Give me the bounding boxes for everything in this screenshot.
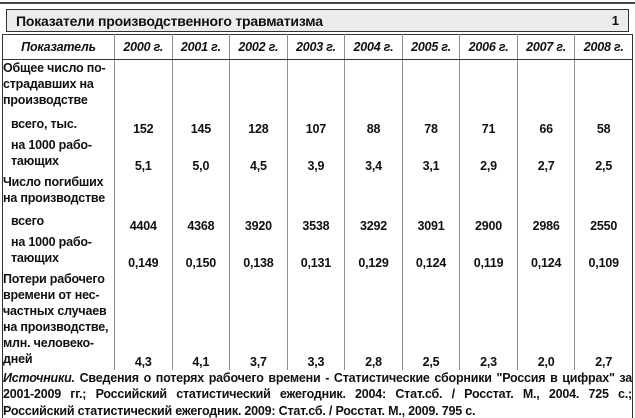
cell-value: 2,5 xyxy=(574,136,633,174)
cell-value: 2,9 xyxy=(459,136,518,174)
cell-value: 3,7 xyxy=(229,270,288,370)
column-header-year-2007: 2007 г. xyxy=(516,34,575,60)
cell-empty xyxy=(574,59,633,110)
cell-value: 4,3 xyxy=(114,270,173,370)
cell-empty xyxy=(229,173,288,207)
row-label: Число погибших на производстве xyxy=(3,174,105,205)
table-title-bar: Показатели производственного травматизма… xyxy=(6,9,629,32)
cell-value: 5,1 xyxy=(114,136,173,174)
cell-value: 3920 xyxy=(229,206,288,234)
cell-value: 3,9 xyxy=(286,136,345,174)
row-label: Общее число по- страдавших на производст… xyxy=(3,61,106,107)
table-row-injured-per-1000: на 1000 рабо- тающих 5,1 5,0 4,5 3,9 3,4… xyxy=(3,136,633,174)
row-label: всего, тыс. xyxy=(11,116,77,131)
column-header-year-2005: 2005 г. xyxy=(401,34,460,60)
table-row-injured-total: всего, тыс. 152 145 128 107 88 78 71 66 … xyxy=(3,109,633,137)
table-row-deaths-group: Число погибших на производстве xyxy=(3,173,633,207)
cell-value: 0,109 xyxy=(574,233,633,271)
page-top-border xyxy=(0,2,635,4)
cell-value: 3,3 xyxy=(286,270,345,370)
column-header-year-2003: 2003 г. xyxy=(286,34,345,60)
cell-value: 2986 xyxy=(516,206,575,234)
cell-value: 4,5 xyxy=(229,136,288,174)
column-header-year-2008: 2008 г. xyxy=(574,34,633,60)
cell-value: 0,124 xyxy=(516,233,575,271)
cell-value: 152 xyxy=(114,109,173,137)
cell-value: 5,0 xyxy=(171,136,230,174)
sources-text: Сведения о потерях рабочего времени - Ст… xyxy=(3,370,632,418)
cell-value: 2,5 xyxy=(401,270,460,370)
cell-empty xyxy=(286,173,345,207)
cell-empty xyxy=(459,173,518,207)
cell-empty xyxy=(286,59,345,110)
sources-note: Источники. Сведения о потерях рабочего в… xyxy=(3,370,633,418)
cell-value: 0,131 xyxy=(286,233,345,271)
table-row-lost-worktime: Потери рабочего времени от нес- частных … xyxy=(3,270,633,370)
column-header-year-2006: 2006 г. xyxy=(459,34,518,60)
cell-empty xyxy=(171,173,230,207)
cell-empty xyxy=(344,173,403,207)
cell-empty xyxy=(459,59,518,110)
cell-empty xyxy=(574,173,633,207)
cell-empty xyxy=(114,59,173,110)
cell-value: 2550 xyxy=(574,206,633,234)
cell-value: 2,7 xyxy=(574,270,633,370)
cell-empty xyxy=(344,59,403,110)
cell-empty xyxy=(171,59,230,110)
table-title: Показатели производственного травматизма xyxy=(16,12,323,29)
cell-empty xyxy=(229,59,288,110)
page-number: 1 xyxy=(611,13,619,28)
cell-empty xyxy=(401,173,460,207)
cell-value: 3,4 xyxy=(344,136,403,174)
cell-value: 2,3 xyxy=(459,270,518,370)
column-header-indicator: Показатель xyxy=(2,34,115,60)
cell-value: 2,8 xyxy=(344,270,403,370)
cell-value: 2,7 xyxy=(516,136,575,174)
cell-value: 58 xyxy=(574,109,633,137)
cell-value: 3,1 xyxy=(401,136,460,174)
cell-value: 3538 xyxy=(286,206,345,234)
cell-value: 71 xyxy=(459,109,518,137)
table-row-deaths-total: всего 4404 4368 3920 3538 3292 3091 2900… xyxy=(3,206,633,234)
injury-statistics-table: Показатель 2000 г. 2001 г. 2002 г. 2003 … xyxy=(2,34,633,418)
cell-value: 0,129 xyxy=(344,233,403,271)
cell-value: 88 xyxy=(344,109,403,137)
cell-empty xyxy=(401,59,460,110)
cell-value: 4,1 xyxy=(171,270,230,370)
cell-value: 0,149 xyxy=(114,233,173,271)
cell-value: 0,124 xyxy=(401,233,460,271)
row-label: на 1000 рабо- тающих xyxy=(11,234,92,265)
cell-empty xyxy=(516,173,575,207)
cell-empty xyxy=(114,173,173,207)
table-row-deaths-per-1000: на 1000 рабо- тающих 0,149 0,150 0,138 0… xyxy=(3,233,633,271)
cell-value: 0,138 xyxy=(229,233,288,271)
column-header-year-2001: 2001 г. xyxy=(171,34,230,60)
cell-empty xyxy=(516,59,575,110)
row-label: всего xyxy=(11,213,44,228)
column-header-year-2000: 2000 г. xyxy=(114,34,173,60)
cell-value: 0,150 xyxy=(171,233,230,271)
table-header-row: Показатель 2000 г. 2001 г. 2002 г. 2003 … xyxy=(2,34,633,60)
row-label: на 1000 рабо- тающих xyxy=(11,137,92,168)
cell-value: 128 xyxy=(229,109,288,137)
column-header-year-2002: 2002 г. xyxy=(229,34,288,60)
cell-value: 4404 xyxy=(114,206,173,234)
cell-value: 107 xyxy=(286,109,345,137)
sources-label: Источники. xyxy=(3,370,75,385)
table-row-total-injured-group: Общее число по- страдавших на производст… xyxy=(3,59,633,110)
cell-value: 145 xyxy=(171,109,230,137)
column-header-year-2004: 2004 г. xyxy=(344,34,403,60)
cell-value: 0,119 xyxy=(459,233,518,271)
cell-value: 2,0 xyxy=(516,270,575,370)
cell-value: 66 xyxy=(516,109,575,137)
cell-value: 3292 xyxy=(344,206,403,234)
row-label: Потери рабочего времени от нес- частных … xyxy=(3,271,109,366)
cell-value: 4368 xyxy=(171,206,230,234)
cell-value: 3091 xyxy=(401,206,460,234)
cell-value: 2900 xyxy=(459,206,518,234)
cell-value: 78 xyxy=(401,109,460,137)
table-row-sources: Источники. Сведения о потерях рабочего в… xyxy=(3,370,633,418)
